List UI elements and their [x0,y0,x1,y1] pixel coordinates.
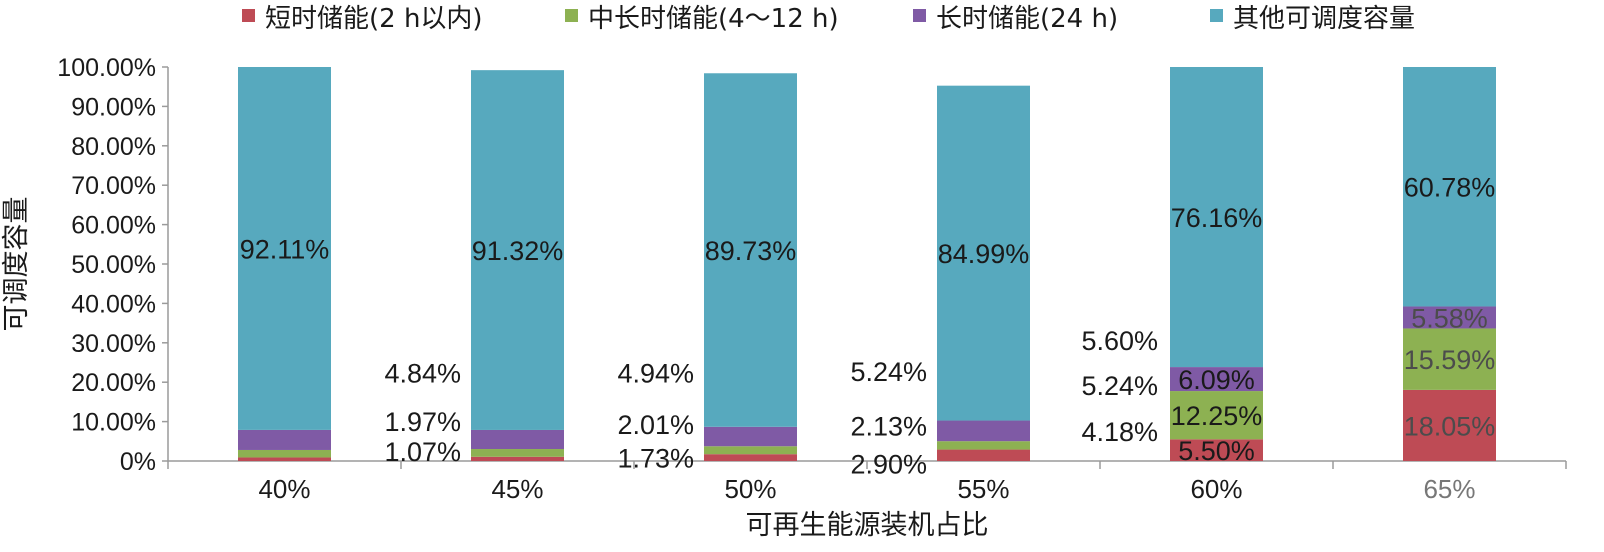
bar-segment [937,449,1030,461]
bar-segment [238,67,331,430]
data-label: 4.84% [384,358,461,388]
data-label: 5.58% [1411,303,1488,333]
y-tick-label: 70.00% [71,172,156,200]
legend-swatch [913,9,926,22]
data-label: 4.94% [617,359,694,389]
data-label: 12.25% [1171,401,1263,431]
bar-segment [471,70,564,430]
data-label: 2.01% [617,410,694,440]
y-tick-label: 0% [120,448,156,476]
axes: 0% 10.00% 20.00% 30.00% 40.00% 50.00% 60.00% 70… [57,54,1567,504]
bar-segment [704,446,797,455]
legend-label: 其他可调度容量 [1233,4,1415,34]
data-label: 91.32% [472,236,564,266]
bar-segment [1403,389,1496,461]
legend: 短时储能(2 h以内) 中长时储能(4～12 h) 长时储能(24 h) 其他可调度容… [242,4,1415,34]
y-tick-label: 90.00% [71,93,156,121]
bar-segment [238,449,331,458]
data-label: 1.73% [617,444,694,474]
x-tick-label: 40% [258,474,310,504]
bar-segment [471,429,564,450]
bar-segment [1170,367,1263,392]
bar-segment [937,85,1030,421]
data-label: 92.11% [240,234,330,264]
x-tick-label: 65% [1423,474,1475,504]
data-label: 5.50% [1178,436,1255,466]
bar-segment [238,457,331,461]
data-label: 76.16% [1171,203,1263,233]
data-label: 2.13% [850,411,927,441]
data-label: 1.07% [384,437,461,467]
bars [238,67,1496,461]
extra-data-label: 5.24% [1081,371,1158,401]
extra-data-label: 5.60% [1081,326,1158,356]
data-labels: 92.11% 1.07%1.97% 4.84% 91.32% 1.73% 2.01% 4.9… [240,173,1496,480]
bar-segment [1170,67,1263,368]
bar-segment [704,426,797,447]
legend-label: 长时储能(24 h) [936,4,1118,34]
data-label: 2.90% [850,449,927,479]
bar-segment [1403,328,1496,390]
data-label: 15.59% [1404,345,1496,375]
x-tick-label: 45% [491,474,543,504]
x-tick-label: 55% [957,474,1009,504]
data-label: 5.24% [850,357,927,387]
y-tick-label: 100.00% [57,54,156,82]
x-tick-label: 50% [724,474,776,504]
y-tick-label: 60.00% [71,212,156,240]
y-tick-label: 50.00% [71,251,156,279]
extra-data-label: 4.18% [1081,417,1158,447]
y-tick-label: 30.00% [71,330,156,358]
bar-segment [238,429,331,450]
y-tick-label: 20.00% [71,369,156,397]
bar-segment [704,454,797,461]
x-tick-label: 60% [1190,474,1242,504]
x-axis-title: 可再生能源装机占比 [746,510,989,541]
legend-label: 短时储能(2 h以内) [265,4,483,34]
y-tick-label: 40.00% [71,290,156,318]
bar-segment [1403,67,1496,307]
data-label: 18.05% [1404,411,1496,441]
data-label: 89.73% [705,236,797,266]
bar-segment [937,441,1030,450]
bar-segment [1170,439,1263,461]
data-label: 1.97% [384,407,461,437]
data-label: 6.09% [1178,365,1255,395]
y-tick-label: 80.00% [71,133,156,161]
y-tick-label: 10.00% [71,409,156,437]
legend-swatch [565,9,578,22]
bar-segment [1170,391,1263,440]
data-label: 84.99% [938,239,1030,269]
y-axis-title: 可调度容量 [1,197,32,332]
legend-swatch [242,9,255,22]
data-label: 60.78% [1404,173,1496,203]
legend-swatch [1210,9,1223,22]
bar-segment [471,449,564,457]
bar-segment [937,420,1030,442]
bar-segment [704,73,797,427]
bar-segment [471,456,564,461]
bar-segment [1403,306,1496,329]
legend-label: 中长时储能(4～12 h) [588,4,839,34]
